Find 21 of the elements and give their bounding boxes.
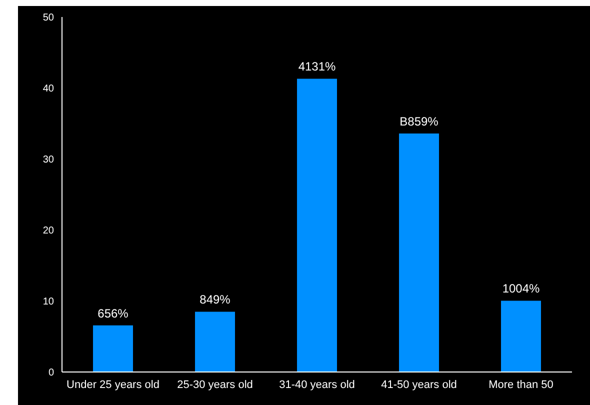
x-tick-label: 41-50 years old bbox=[381, 378, 457, 391]
data-label: 1004% bbox=[502, 282, 540, 296]
y-tick-label: 50 bbox=[42, 12, 54, 24]
y-tick-label: 0 bbox=[48, 368, 54, 379]
x-tick-label: 25-30 years old bbox=[177, 378, 253, 391]
y-tick-label: 30 bbox=[42, 154, 54, 166]
bar bbox=[501, 300, 541, 372]
data-label: 849% bbox=[200, 292, 231, 307]
bar bbox=[93, 325, 133, 372]
bar bbox=[399, 134, 439, 372]
bar bbox=[297, 78, 337, 372]
data-label: B859% bbox=[400, 114, 439, 129]
data-label: 4131% bbox=[298, 60, 336, 74]
x-tick-label: 31-40 years old bbox=[279, 378, 355, 391]
data-label: 656% bbox=[98, 306, 129, 320]
x-tick-label: Under 25 years old bbox=[66, 378, 160, 391]
x-tick-label: More than 50 bbox=[488, 378, 554, 391]
bar bbox=[195, 312, 235, 372]
y-tick-label: 20 bbox=[42, 226, 54, 237]
y-tick-label: 10 bbox=[42, 296, 54, 308]
y-tick-label: 40 bbox=[42, 84, 54, 95]
